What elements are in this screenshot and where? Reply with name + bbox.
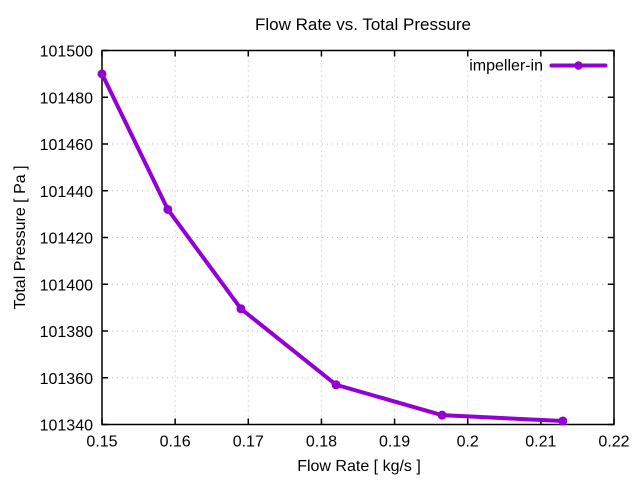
data-line [100,71,565,423]
x-tick-label: 0.2 [457,434,479,451]
x-tick-label: 0.16 [160,434,191,451]
y-axis-label: Total Pressure [ Pa ] [12,165,29,309]
tick-layer [101,49,615,426]
data-point [97,69,107,79]
x-tick-label: 0.17 [233,434,264,451]
y-tick-label: 101380 [40,324,93,341]
y-tick-label: 101500 [40,44,93,61]
y-tick-label: 101360 [40,371,93,388]
y-tick-label: 101440 [40,184,93,201]
data-point [437,410,447,420]
data-series-layer [97,69,568,426]
y-tick-label: 101420 [40,231,93,248]
y-tick-label: 101340 [40,418,93,435]
legend-series-label: impeller-in [469,58,543,75]
legend-sample-marker [574,61,583,70]
chart-title: Flow Rate vs. Total Pressure [255,15,471,34]
y-tick-label: 101460 [40,137,93,154]
x-tick-label: 0.19 [379,434,410,451]
y-tick-label: 101400 [40,277,93,294]
x-tick-label: 0.18 [306,434,337,451]
grid-layer [102,50,614,425]
x-tick-label: 0.22 [598,434,629,451]
data-point [163,204,173,214]
legend: impeller-in [469,58,608,75]
data-point [331,380,341,390]
x-axis-label: Flow Rate [ kg/s ] [297,458,421,475]
legend-sample [549,61,608,70]
tick-label-layer: 0.15 0.16 0.17 0.18 0.19 0.2 0.21 0.22 101340 101… [40,44,630,451]
data-point [558,416,568,426]
y-tick-label: 101480 [40,90,93,107]
data-point [236,304,246,314]
x-tick-label: 0.15 [86,434,117,451]
x-tick-label: 0.21 [525,434,556,451]
